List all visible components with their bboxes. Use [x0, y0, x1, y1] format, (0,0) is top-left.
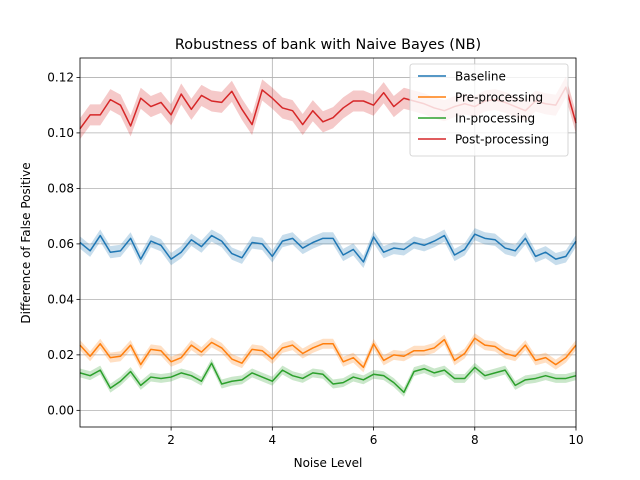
y-tick-label: 0.02 — [47, 348, 74, 362]
y-tick-label: 0.10 — [47, 126, 74, 140]
post-processing-band — [80, 76, 576, 140]
y-tick-label: 0.00 — [47, 404, 74, 418]
x-tick-label: 4 — [269, 433, 277, 447]
y-tick-label: 0.12 — [47, 71, 74, 85]
x-tick-label: 8 — [471, 433, 479, 447]
legend-label-baseline: Baseline — [455, 69, 506, 83]
x-tick-label: 10 — [568, 433, 583, 447]
x-axis-label: Noise Level — [294, 456, 363, 470]
axes-frame — [79, 57, 577, 428]
y-tick-label: 0.06 — [47, 237, 74, 251]
legend-label-in-processing: In-processing — [455, 111, 535, 125]
in-processing-line — [79, 362, 577, 394]
pre-processing-band — [80, 333, 576, 373]
confidence-bands — [80, 76, 576, 397]
y-tick-label: 0.08 — [47, 182, 74, 196]
legend-label-pre-processing: Pre-processing — [455, 90, 543, 104]
y-axis-label: Difference of False Positive — [19, 162, 33, 323]
y-tick-label: 0.04 — [47, 293, 74, 307]
x-tick-label: 2 — [167, 433, 175, 447]
in-processing-band — [80, 358, 576, 397]
legend-box — [409, 63, 569, 157]
chart-title: Robustness of bank with Naive Bayes (NB) — [175, 37, 481, 53]
x-tick-label: 6 — [370, 433, 378, 447]
x-axis-ticks: 2 4 6 8 10 — [167, 427, 584, 447]
baseline-band — [80, 228, 576, 269]
y-axis-ticks: 0.00 0.02 0.04 0.06 0.08 0.10 0.12 — [47, 71, 80, 418]
baseline-line — [79, 233, 577, 263]
pre-processing-line — [79, 337, 577, 369]
legend: Baseline Pre-processing In-processing Post-… — [409, 63, 569, 157]
legend-label-post-processing: Post-processing — [455, 132, 549, 146]
